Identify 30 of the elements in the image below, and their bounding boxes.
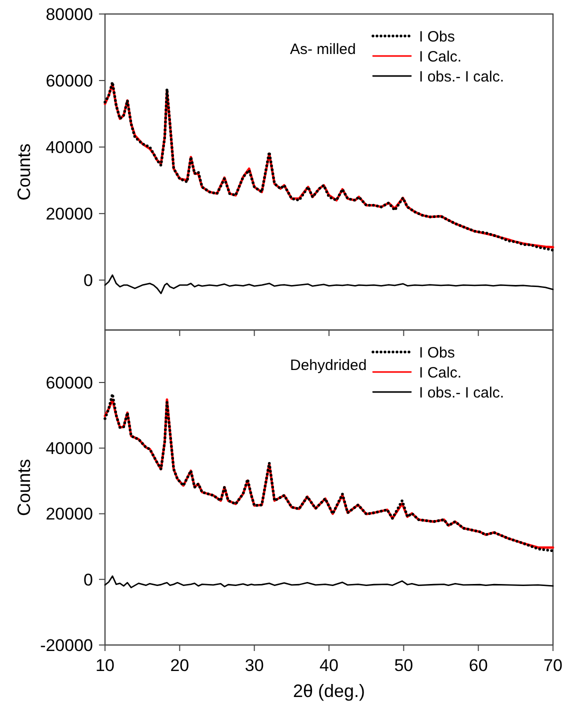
- y-tick-label: 60000: [46, 71, 93, 90]
- legend-label: I Obs: [419, 344, 455, 362]
- x-tick-label: 40: [320, 656, 338, 675]
- y-tick-label: 20000: [46, 504, 93, 524]
- x-tick-label: 10: [96, 656, 114, 675]
- legend-label: I Calc.: [419, 48, 462, 66]
- y-tick-label: 20000: [46, 204, 93, 224]
- annotation: As- milled: [290, 41, 356, 58]
- line-series: [104, 575, 554, 588]
- y-tick-label: 0: [84, 271, 93, 290]
- legend-label: I obs.- I calc.: [419, 384, 504, 402]
- y-axis-title: Counts: [14, 143, 34, 201]
- x-tick-label: 30: [244, 656, 264, 675]
- x-tick-label: 50: [394, 656, 414, 675]
- legend-label: I Calc.: [419, 364, 462, 382]
- x-tick-label: 20: [170, 656, 190, 675]
- y-tick-label: 60000: [46, 373, 93, 392]
- legend-label: I Obs: [419, 28, 455, 46]
- x-tick-label: 60: [468, 656, 488, 675]
- y-tick-label: -20000: [40, 636, 93, 655]
- y-tick-label: 0: [84, 570, 93, 590]
- line-series: [104, 274, 554, 294]
- y-tick-label: 40000: [46, 439, 93, 458]
- x-tick-label: 70: [544, 656, 562, 675]
- legend-label: I obs.- I calc.: [419, 68, 504, 86]
- y-axis-title: Counts: [14, 458, 34, 516]
- annotation: Dehydrided: [290, 357, 367, 374]
- x-axis-title: 2θ (deg.): [292, 681, 366, 701]
- y-tick-label: 40000: [46, 138, 93, 158]
- y-tick-label: 80000: [46, 4, 93, 24]
